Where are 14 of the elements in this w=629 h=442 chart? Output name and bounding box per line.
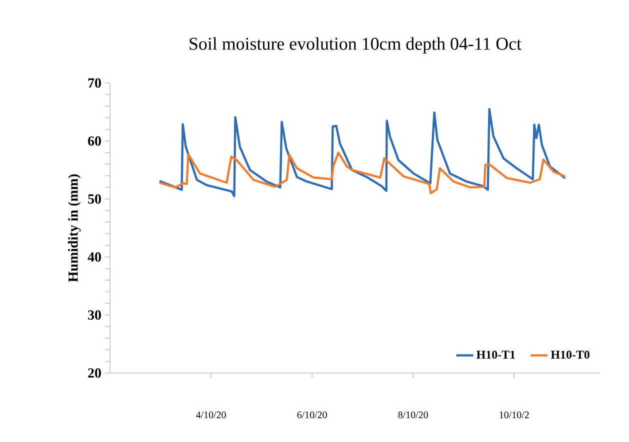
y-tick-label: 70 [88,78,101,88]
y-tick-label: 50 [88,194,101,204]
legend-label: H10-T0 [550,350,590,359]
x-tick-label: 4/10/20 [196,412,226,418]
chart-title: Soil moisture evolution 10cm depth 04-11 Oct [190,37,522,54]
x-tick-label: 10/10/2 [500,412,529,418]
y-tick-label: 60 [88,136,101,146]
x-tick-label: 8/10/20 [398,412,428,418]
y-tick-label: 40 [88,252,101,262]
legend-label: H10-T1 [476,350,515,359]
y-tick-label: 30 [88,310,101,320]
y-axis-title: Humidity in (mm) [68,174,81,282]
y-tick-label: 20 [88,368,101,378]
x-tick-label: 6/10/20 [297,412,327,418]
